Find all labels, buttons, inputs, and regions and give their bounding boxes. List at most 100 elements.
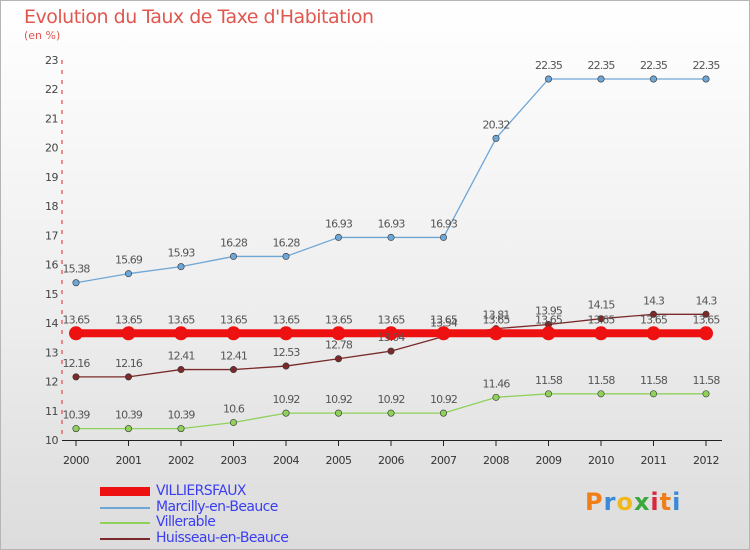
data-label: 15.38 bbox=[63, 263, 91, 276]
data-point bbox=[492, 134, 500, 142]
data-label: 12.41 bbox=[168, 350, 195, 363]
data-label: 13.95 bbox=[535, 305, 563, 318]
data-point bbox=[331, 326, 346, 341]
series-lines bbox=[69, 75, 713, 433]
data-label: 22.35 bbox=[588, 59, 616, 72]
data-label: 20.32 bbox=[483, 118, 510, 131]
y-tick-label: 13 bbox=[45, 346, 58, 359]
x-tick-label: 2011 bbox=[641, 454, 667, 467]
data-label: 13.54 bbox=[430, 317, 458, 330]
x-tick-label: 2005 bbox=[326, 454, 352, 467]
y-tick-label: 16 bbox=[45, 259, 58, 272]
data-label: 13.65 bbox=[168, 313, 196, 326]
data-point bbox=[492, 393, 500, 401]
data-label: 13.81 bbox=[483, 309, 510, 322]
data-label: 13.65 bbox=[430, 313, 458, 326]
y-tick-label: 21 bbox=[45, 112, 58, 125]
data-label: 16.93 bbox=[378, 217, 406, 230]
data-point bbox=[594, 326, 608, 341]
data-point bbox=[541, 326, 556, 341]
legend-swatch bbox=[100, 522, 150, 524]
data-point bbox=[282, 362, 290, 370]
data-label: 15.93 bbox=[168, 247, 196, 260]
data-point bbox=[489, 326, 503, 341]
data-point bbox=[177, 366, 185, 374]
data-point bbox=[649, 310, 657, 318]
data-label: 10.92 bbox=[430, 393, 457, 406]
data-point bbox=[282, 409, 290, 417]
data-label: 22.35 bbox=[693, 59, 721, 72]
data-point bbox=[702, 390, 710, 398]
data-point bbox=[439, 409, 447, 417]
data-label: 11.58 bbox=[588, 374, 616, 387]
data-label: 13.65 bbox=[693, 313, 721, 326]
data-label: 11.58 bbox=[640, 374, 668, 387]
data-point bbox=[226, 326, 241, 341]
y-tick-label: 14 bbox=[45, 317, 58, 330]
data-label: 13.65 bbox=[273, 313, 301, 326]
proxiti-logo: Proxiti bbox=[585, 488, 681, 516]
data-point bbox=[177, 425, 185, 433]
data-point bbox=[230, 418, 238, 426]
data-point bbox=[177, 263, 185, 271]
data-point bbox=[702, 310, 710, 318]
data-label: 10.92 bbox=[273, 393, 300, 406]
logo-letter: r bbox=[603, 488, 617, 516]
legend-swatch bbox=[100, 537, 150, 540]
data-point bbox=[334, 233, 342, 241]
data-label: 13.65 bbox=[378, 313, 406, 326]
x-tick-label: 2012 bbox=[693, 454, 719, 467]
y-tick-label: 10 bbox=[45, 434, 58, 447]
x-tick-label: 2004 bbox=[273, 454, 299, 467]
data-point bbox=[387, 347, 395, 355]
data-label: 13.04 bbox=[378, 331, 406, 344]
data-label: 12.16 bbox=[63, 357, 91, 370]
data-label: 14.15 bbox=[588, 299, 616, 312]
logo-letter: x bbox=[633, 488, 651, 516]
x-tick-label: 2000 bbox=[63, 454, 89, 467]
data-label: 16.28 bbox=[273, 236, 301, 249]
data-point bbox=[279, 326, 293, 341]
data-point bbox=[387, 233, 395, 241]
data-point bbox=[72, 425, 80, 433]
data-label: 13.65 bbox=[115, 313, 143, 326]
legend-swatch bbox=[100, 487, 150, 496]
y-tick-label: 15 bbox=[45, 288, 58, 301]
data-label: 14.3 bbox=[696, 294, 718, 307]
data-label: 11.46 bbox=[483, 377, 511, 390]
data-point bbox=[649, 390, 657, 398]
data-label: 10.92 bbox=[325, 393, 352, 406]
data-label: 12.78 bbox=[325, 339, 353, 352]
chart-title: Evolution du Taux de Taxe d'Habitation bbox=[24, 6, 374, 28]
data-point bbox=[597, 390, 605, 398]
data-label: 12.16 bbox=[115, 357, 143, 370]
data-label: 12.41 bbox=[220, 350, 247, 363]
data-label: 13.65 bbox=[640, 313, 668, 326]
data-label: 22.35 bbox=[640, 59, 668, 72]
data-point bbox=[649, 75, 657, 83]
data-label: 15.69 bbox=[115, 254, 143, 267]
data-point bbox=[334, 355, 342, 363]
y-tick-label: 20 bbox=[45, 142, 58, 155]
data-point bbox=[384, 326, 398, 341]
data-label: 13.65 bbox=[535, 313, 563, 326]
series-value-labels: 13.65 13.65 13.65 13.65 13.65 13.65 13.65 13.65… bbox=[63, 59, 722, 422]
chart-axes: 10 11 12 13 14 15 16 17 18 19 20 21 22 23 2000 2001 2002… bbox=[45, 54, 722, 467]
data-point bbox=[72, 373, 80, 381]
logo-letter: t bbox=[659, 488, 673, 516]
legend-swatch bbox=[100, 506, 150, 509]
legend-label: Huisseau-en-Beauce bbox=[156, 529, 289, 546]
data-label: 13.65 bbox=[220, 313, 248, 326]
x-tick-label: 2003 bbox=[221, 454, 247, 467]
data-point bbox=[230, 366, 238, 374]
data-point bbox=[544, 75, 552, 83]
logo-letter: o bbox=[616, 488, 634, 516]
y-tick-label: 11 bbox=[45, 405, 58, 418]
data-label: 13.65 bbox=[325, 313, 353, 326]
data-point bbox=[230, 252, 238, 260]
data-point bbox=[125, 425, 133, 433]
logo-letter: P bbox=[585, 488, 604, 516]
y-tick-label: 19 bbox=[45, 171, 58, 184]
